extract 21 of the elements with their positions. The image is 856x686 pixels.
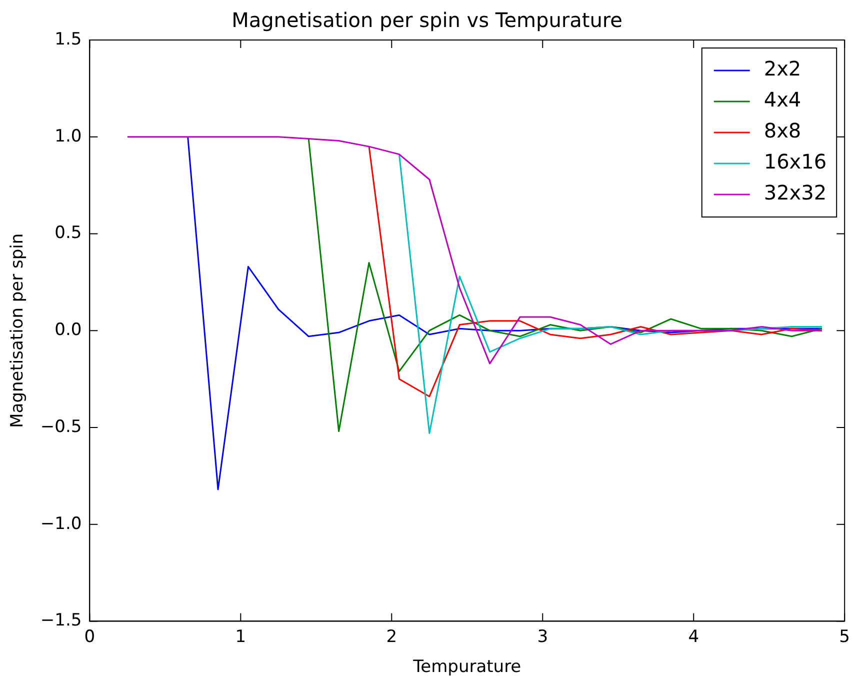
x-axis-title: Tempurature	[412, 657, 522, 678]
x-tick-label: 3	[537, 626, 548, 647]
legend-label: 4x4	[764, 88, 802, 112]
y-tick-label: −1.0	[40, 514, 82, 534]
x-tick-label: 1	[235, 626, 246, 647]
y-axis-title: Magnetisation per spin	[8, 233, 28, 428]
x-tick-label: 5	[839, 626, 850, 647]
y-tick-label: 0.0	[54, 320, 82, 340]
x-tick-label: 2	[386, 626, 398, 647]
legend-label: 16x16	[764, 150, 827, 174]
legend-label: 8x8	[764, 118, 802, 143]
x-tick-label: 0	[84, 626, 96, 647]
y-tick-label: −0.5	[40, 416, 82, 437]
y-tick-label: 0.5	[54, 223, 82, 244]
legend-label: 32x32	[764, 180, 827, 205]
y-tick-label: −1.5	[40, 610, 82, 631]
chart-title: Magnetisation per spin vs Tempurature	[232, 8, 622, 32]
legend-label: 2x2	[764, 56, 802, 81]
x-tick-label: 4	[688, 626, 700, 647]
y-tick-label: 1.5	[54, 29, 82, 50]
y-tick-label: 1.0	[54, 126, 82, 146]
